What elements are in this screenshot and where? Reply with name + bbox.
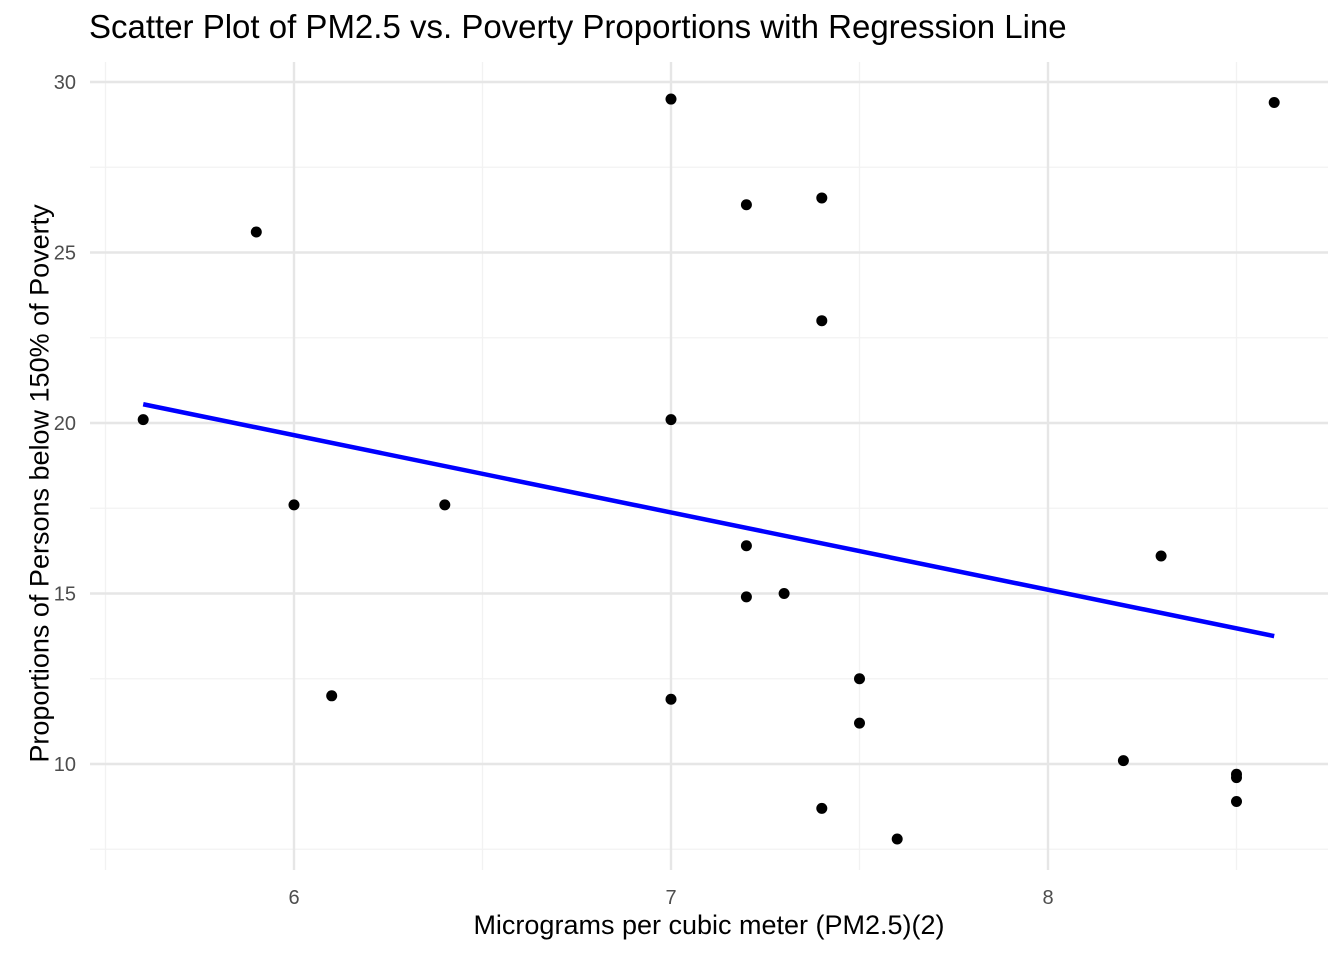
regression-line xyxy=(142,402,1275,639)
data-point xyxy=(740,199,752,211)
data-point xyxy=(288,499,300,511)
data-point xyxy=(439,499,451,511)
data-point xyxy=(1231,772,1242,784)
data-point xyxy=(740,540,752,552)
data-points xyxy=(137,93,1280,845)
x-axis-label: Micrograms per cubic meter (PM2.5)(2) xyxy=(473,910,945,940)
data-point xyxy=(891,833,903,845)
y-tick-label: 20 xyxy=(54,413,76,435)
data-point xyxy=(326,690,338,702)
regression-line-group xyxy=(142,402,1275,639)
data-point xyxy=(816,315,828,327)
y-tick-label: 30 xyxy=(54,72,76,94)
data-point xyxy=(1231,796,1242,808)
x-tick-label: 7 xyxy=(665,887,676,909)
y-tick-label: 25 xyxy=(54,243,76,265)
data-point xyxy=(137,414,149,426)
minor-grid xyxy=(90,62,1328,870)
data-point xyxy=(854,673,865,685)
data-point xyxy=(816,802,828,814)
data-point xyxy=(665,414,677,426)
y-tick-label: 15 xyxy=(54,584,76,606)
data-point xyxy=(665,693,677,705)
data-point xyxy=(665,93,677,105)
major-grid xyxy=(90,62,1328,870)
axis-ticks: 6 7 8 10 15 20 25 30 xyxy=(54,72,1054,909)
data-point xyxy=(740,591,752,603)
chart-title: Scatter Plot of PM2.5 vs. Poverty Propor… xyxy=(89,8,1067,45)
x-tick-label: 6 xyxy=(288,887,299,909)
data-point xyxy=(854,717,865,729)
x-tick-label: 8 xyxy=(1042,887,1053,909)
data-point xyxy=(1268,96,1280,108)
data-point xyxy=(250,226,262,238)
data-point xyxy=(1117,755,1129,767)
data-point xyxy=(778,588,790,599)
y-tick-label: 10 xyxy=(54,754,76,776)
data-point xyxy=(1155,550,1167,562)
data-point xyxy=(816,192,828,204)
